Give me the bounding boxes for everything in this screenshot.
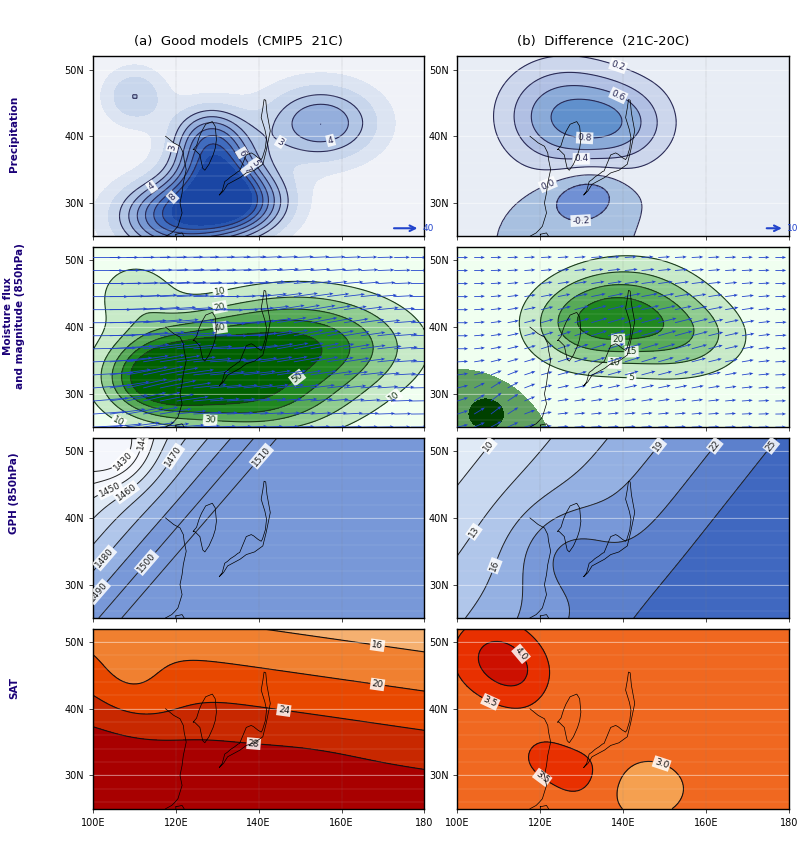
Text: 0.2: 0.2 <box>610 60 626 73</box>
Text: 0.0: 0.0 <box>540 177 557 191</box>
Text: 1440: 1440 <box>136 426 150 450</box>
Text: 22: 22 <box>708 439 722 453</box>
Text: 4.0: 4.0 <box>513 645 529 663</box>
Text: 10: 10 <box>609 358 621 368</box>
Text: Precipitation: Precipitation <box>9 96 19 172</box>
Text: 10: 10 <box>112 415 125 428</box>
Text: 20: 20 <box>612 335 624 344</box>
Text: 1480: 1480 <box>94 547 116 569</box>
Text: 0.8: 0.8 <box>578 133 592 143</box>
Text: 3: 3 <box>167 144 177 151</box>
Text: 10: 10 <box>482 439 496 453</box>
Text: 5: 5 <box>250 158 260 168</box>
Text: 50: 50 <box>290 370 304 385</box>
Text: 25: 25 <box>765 439 778 453</box>
Text: 40: 40 <box>422 224 434 233</box>
Text: 13: 13 <box>467 524 481 539</box>
Text: -0.2: -0.2 <box>572 215 590 226</box>
Text: 3.0: 3.0 <box>654 757 670 770</box>
Text: 16: 16 <box>371 640 383 650</box>
Text: 1450: 1450 <box>98 480 122 498</box>
Text: 3.5: 3.5 <box>534 770 551 785</box>
Text: 3.5: 3.5 <box>482 695 498 709</box>
Text: 10: 10 <box>786 224 798 233</box>
Text: 0.6: 0.6 <box>610 88 627 102</box>
Text: (a)  Good models  (CMIP5  21C): (a) Good models (CMIP5 21C) <box>134 35 343 48</box>
Text: 28: 28 <box>248 739 260 748</box>
Text: 24: 24 <box>277 705 290 715</box>
Text: 10: 10 <box>387 389 401 404</box>
Text: 30: 30 <box>204 415 216 426</box>
Text: 8: 8 <box>167 192 178 202</box>
Text: 10: 10 <box>214 285 227 297</box>
Text: 1470: 1470 <box>163 445 184 468</box>
Text: 4: 4 <box>327 135 334 145</box>
Text: 1490: 1490 <box>87 580 109 604</box>
Text: 6: 6 <box>236 148 248 157</box>
Text: 1460: 1460 <box>115 482 138 503</box>
Text: 40: 40 <box>214 323 227 333</box>
Text: 20: 20 <box>371 679 383 689</box>
Text: 4: 4 <box>147 182 157 192</box>
Text: Moisture flux
and magnitude (850hPa): Moisture flux and magnitude (850hPa) <box>3 243 24 388</box>
Text: 5: 5 <box>629 374 634 382</box>
Text: 15: 15 <box>625 347 637 356</box>
Text: 1430: 1430 <box>112 449 134 472</box>
Text: 1510: 1510 <box>251 445 273 468</box>
Text: 16: 16 <box>489 559 501 573</box>
Text: 3: 3 <box>276 137 286 147</box>
Text: SAT: SAT <box>9 676 19 699</box>
Text: 20: 20 <box>214 302 227 312</box>
Text: 7: 7 <box>242 165 252 175</box>
Text: 19: 19 <box>651 439 665 453</box>
Text: 0.4: 0.4 <box>574 154 588 163</box>
Text: 1500: 1500 <box>136 551 158 574</box>
Text: (b)  Difference  (21C-20C): (b) Difference (21C-20C) <box>516 35 689 48</box>
Text: GPH (850hPa): GPH (850hPa) <box>9 452 19 534</box>
